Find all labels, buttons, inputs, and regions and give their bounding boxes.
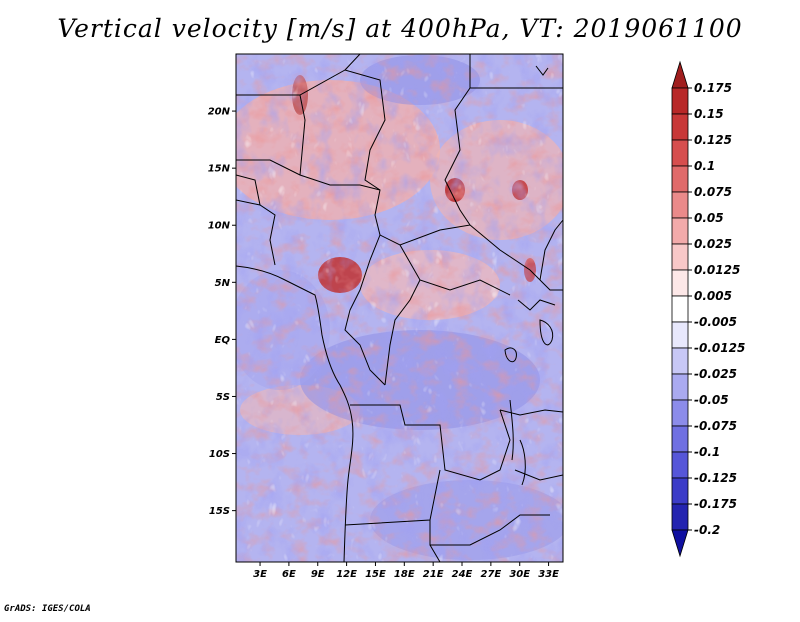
- colorbar-swatch: [671, 243, 689, 271]
- lon-label: 6E: [282, 569, 296, 580]
- velocity-field: [236, 54, 563, 562]
- longitude-axis: 3E 6E 9E 12E 15E 18E 21E 24E 27E 30E 33E: [253, 562, 559, 580]
- lat-label: 15N: [208, 164, 231, 175]
- coastlines-borders: [236, 54, 563, 562]
- colorbar-label: 0.175: [694, 81, 732, 95]
- lat-label: 10S: [209, 449, 230, 460]
- lat-label: 10N: [208, 221, 231, 232]
- colorbar-label: 0.025: [694, 237, 732, 251]
- lat-label: 15S: [209, 506, 230, 517]
- colorbar-label: -0.025: [694, 367, 737, 381]
- lon-label: 21E: [423, 569, 444, 580]
- colorbar-label: -0.0125: [694, 341, 745, 355]
- colorbar-swatch: [671, 477, 689, 505]
- lon-label: 18E: [394, 569, 415, 580]
- colorbar-label: 0.05: [694, 211, 724, 225]
- colorbar-label: -0.175: [694, 497, 737, 511]
- latitude-axis: 20N 15N 10N 5N EQ 5S 10S 15S: [208, 107, 236, 517]
- lat-label: 5S: [216, 392, 230, 403]
- colorbar-swatch: [671, 451, 689, 479]
- colorbar-swatch: [671, 529, 689, 558]
- colorbar-label: 0.1: [694, 159, 715, 173]
- grads-credit: GrADS: IGES/COLA: [4, 604, 91, 614]
- lon-label: 15E: [365, 569, 386, 580]
- colorbar-swatch: [671, 191, 689, 219]
- colorbar-label: -0.075: [694, 419, 737, 433]
- lat-label: 5N: [215, 278, 231, 289]
- lon-label: 12E: [336, 569, 357, 580]
- lat-label: 20N: [208, 107, 231, 118]
- colorbar-label: -0.1: [694, 445, 720, 459]
- colorbar-swatch: [671, 165, 689, 193]
- map-title: Vertical velocity [m/s] at 400hPa, VT: 2…: [57, 14, 743, 43]
- colorbar-label: -0.2: [694, 523, 720, 537]
- colorbar-swatch: [671, 295, 689, 323]
- colorbar-label: -0.05: [694, 393, 729, 407]
- colorbar-label: -0.005: [694, 315, 737, 329]
- colorbar-swatch: [671, 87, 689, 115]
- map-frame: [235, 53, 564, 563]
- colorbar-swatch: [671, 269, 689, 297]
- colorbar-swatch: [671, 139, 689, 167]
- lon-label: 24E: [452, 569, 473, 580]
- colorbar-label: -0.125: [694, 471, 737, 485]
- colorbar-label: 0.0125: [694, 263, 740, 277]
- lat-label: EQ: [215, 335, 231, 346]
- colorbar-label: 0.15: [694, 107, 724, 121]
- colorbar-label: 0.005: [694, 289, 732, 303]
- colorbar: 0.175 0.15 0.125 0.1 0.075 0.05 0.025 0.0125 0.0…: [671, 60, 745, 558]
- colorbar-swatch: [671, 425, 689, 453]
- colorbar-label: 0.125: [694, 133, 732, 147]
- colorbar-swatch: [671, 347, 689, 375]
- lon-label: 33E: [538, 569, 559, 580]
- colorbar-swatch: [671, 399, 689, 427]
- colorbar-label: 0.075: [694, 185, 732, 199]
- colorbar-swatch: [671, 60, 689, 89]
- colorbar-swatch: [671, 503, 689, 531]
- lon-label: 30E: [509, 569, 530, 580]
- colorbar-swatch: [671, 321, 689, 349]
- colorbar-swatch: [671, 373, 689, 401]
- colorbar-swatch: [671, 113, 689, 141]
- lon-label: 3E: [253, 569, 267, 580]
- lon-label: 27E: [480, 569, 501, 580]
- lon-label: 9E: [311, 569, 325, 580]
- colorbar-swatch: [671, 217, 689, 245]
